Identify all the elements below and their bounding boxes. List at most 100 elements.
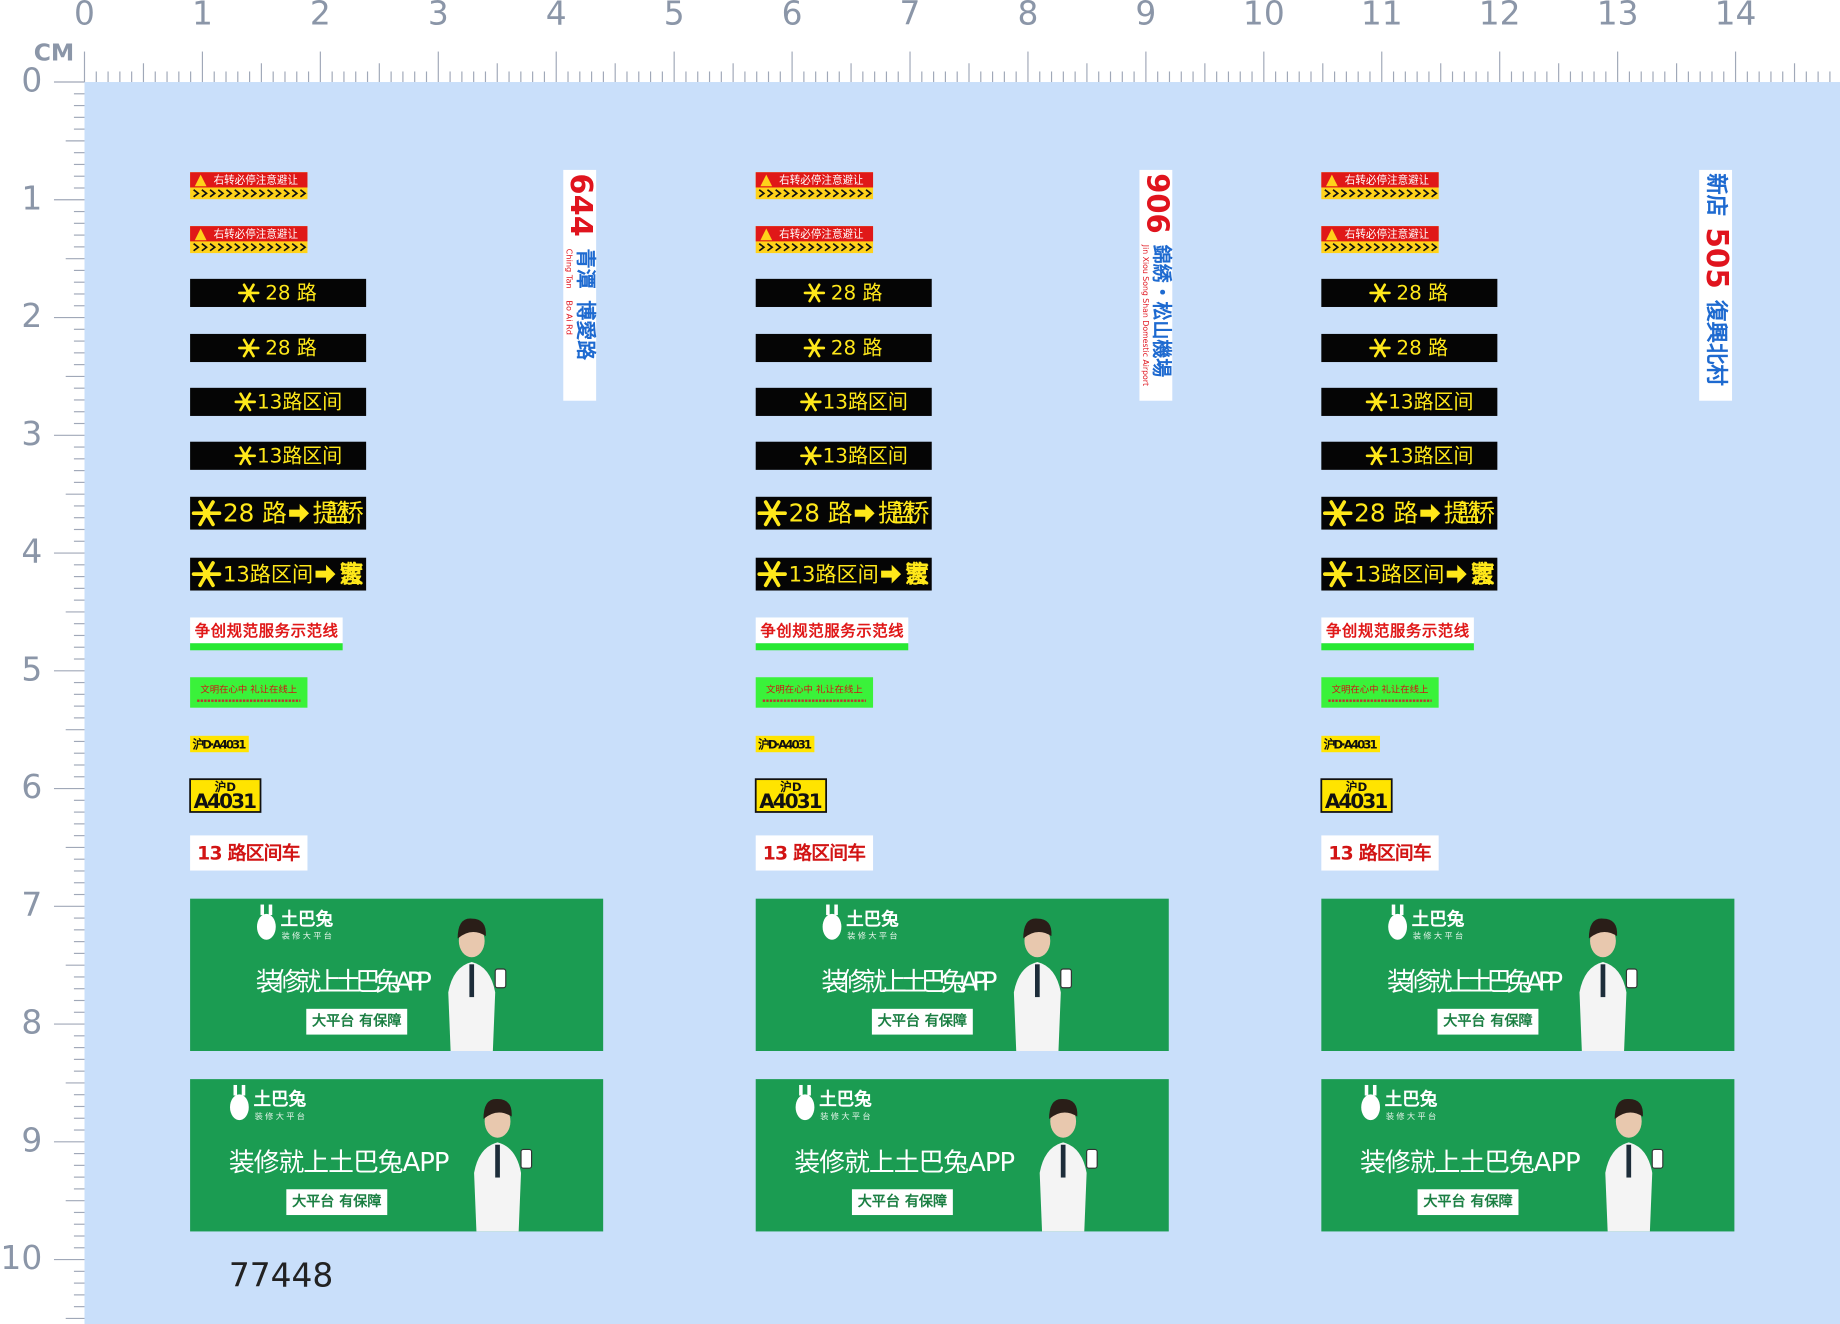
chevron: [275, 243, 282, 252]
chevron: [283, 189, 291, 198]
logo-ear: [260, 904, 265, 916]
ruler-label: 6: [782, 0, 803, 33]
ruler-unit: CM: [34, 38, 75, 66]
chevron: [209, 189, 217, 198]
banner-brand: 土巴兔: [819, 1089, 872, 1110]
route-bar: [1321, 278, 1498, 307]
model-line-bar: [1321, 643, 1474, 651]
chevron: [1340, 243, 1348, 252]
route-text: 28 路: [831, 337, 883, 360]
person-suit: [1013, 961, 1061, 1051]
chevron: [816, 243, 823, 252]
arrow-icon: [854, 503, 875, 523]
warning-text: 右转必停注意避让: [1345, 173, 1430, 186]
vertical-sign-text: 青潭: [574, 249, 597, 289]
snowflake-icon: [1373, 398, 1380, 406]
warning-text: 右转必停注意避让: [214, 173, 299, 186]
chevron: [791, 243, 799, 252]
chevron: [783, 243, 790, 252]
banner-slogan: 装修就上土巴兔APP: [821, 968, 997, 998]
banner-tagline: 装修大平台: [1413, 931, 1466, 941]
model-line-bar: [190, 643, 343, 651]
person-phone: [1060, 968, 1072, 989]
chevron: [258, 189, 266, 198]
snowflake-icon: [1373, 452, 1380, 459]
plate-top: 沪D: [215, 780, 237, 794]
destination-text: 提篮桥: [313, 498, 364, 527]
warning-icon: [194, 174, 207, 187]
chevron: [1340, 189, 1348, 198]
warning-strip-top: [190, 172, 308, 188]
person-hair: [1049, 1098, 1078, 1119]
snowflake-icon: [811, 289, 818, 297]
banner-brand: 土巴兔: [1412, 909, 1465, 930]
snowflake-icon: [245, 344, 252, 352]
chevron: [758, 189, 766, 198]
chevron: [234, 189, 241, 198]
vertical-sign-text: 906: [1139, 173, 1174, 233]
chevron: [808, 189, 815, 198]
arrow-icon: [1420, 503, 1441, 523]
chevron: [1390, 189, 1397, 198]
snowflake-icon: [1333, 569, 1343, 579]
chevron: [201, 243, 208, 252]
banner-slogan: 装修就上土巴兔APP: [256, 968, 432, 998]
chevron: [766, 189, 774, 198]
logo-ear: [799, 1084, 803, 1096]
destination-text: 曹家渡: [339, 559, 364, 588]
chevron: [225, 243, 233, 252]
banner-brand: 土巴兔: [280, 909, 333, 930]
person-tie: [1600, 964, 1606, 998]
civility-text: 文明在心中 礼让在线上: [766, 684, 863, 696]
route-text: 28 路: [1396, 282, 1448, 305]
person-phone: [1625, 968, 1638, 989]
banner-slogan: 装修就上土巴兔APP: [229, 1148, 450, 1178]
banner-badge-text: 大平台 有保障: [292, 1193, 381, 1210]
logo-ear: [1391, 904, 1396, 916]
chevron: [758, 243, 766, 252]
model-line-text: 争创规范服务示范线: [1326, 622, 1469, 640]
banner-badge: [851, 1189, 953, 1216]
banner-badge-text: 大平台 有保障: [312, 1013, 401, 1030]
ruler-label: 0: [74, 0, 95, 33]
vertical-sign-text: 復興北村: [1703, 299, 1730, 386]
logo-ear: [1364, 1084, 1369, 1096]
chevron: [242, 243, 249, 252]
chevron: [849, 243, 856, 252]
ruler-label: 10: [0, 1239, 42, 1277]
chevron: [1365, 189, 1372, 198]
civility-bg: [1321, 677, 1439, 708]
chevron: [1381, 189, 1389, 198]
chevron: [299, 189, 307, 198]
model-line-bg: [190, 617, 343, 644]
ruler-label: 7: [21, 886, 42, 924]
warning-text: 右转必停注意避让: [779, 173, 864, 186]
vertical-sign: 新店 505 復興北村: [1699, 169, 1734, 401]
route-bar: [190, 387, 367, 416]
warning-text: 右转必停注意避让: [214, 227, 299, 240]
snowflake-icon: [242, 398, 249, 406]
plate-small-text: 沪D·A4031: [758, 738, 812, 752]
chevron: [766, 243, 774, 252]
banner-brand: 土巴兔: [253, 1089, 306, 1110]
chevron: [258, 243, 266, 252]
chevron: [1431, 189, 1438, 198]
plate-small-bg: [755, 735, 815, 753]
chevron: [1414, 189, 1422, 198]
vertical-sign-sub: Jin Xiou Song Shan Domestic Airport: [1141, 244, 1151, 387]
snowflake-icon: [245, 289, 252, 297]
banner-tagline: 装修大平台: [847, 931, 900, 941]
person-tie: [1626, 1144, 1632, 1178]
route-bar: [1321, 333, 1498, 363]
snowflake-icon: [767, 569, 777, 579]
snowflake-icon: [767, 508, 777, 518]
warning-strip-top: [755, 172, 874, 188]
chevron: [1406, 189, 1414, 198]
chevron: [217, 189, 225, 198]
route-text: 28 路: [265, 337, 317, 360]
chevron: [1324, 243, 1331, 252]
ruler-label: 5: [21, 650, 42, 688]
vertical-sign-text: 博愛路: [574, 300, 598, 361]
banner-badge: [286, 1189, 388, 1216]
